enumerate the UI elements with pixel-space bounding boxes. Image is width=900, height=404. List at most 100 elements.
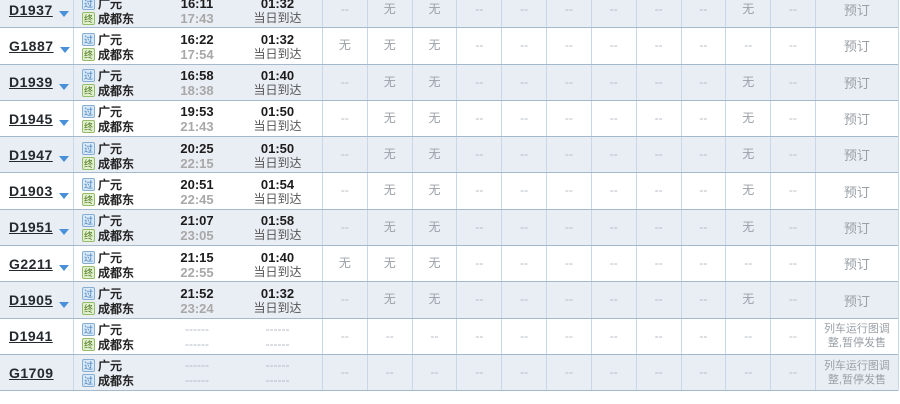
train-number-link[interactable]: D1937: [9, 1, 53, 18]
chevron-down-icon[interactable]: [58, 265, 69, 272]
seat-availability-cell: --: [546, 137, 591, 173]
seat-availability-cell: --: [770, 209, 815, 246]
remark-cell: 预订: [814, 28, 898, 64]
seat-availability-cell: 无: [411, 100, 457, 137]
to-station-name: 成都东: [98, 265, 135, 280]
seat-availability-cell: --: [366, 354, 412, 391]
seat-availability-cell: --: [546, 318, 591, 354]
seat-availability-cell: --: [501, 64, 546, 100]
book-button[interactable]: 预订: [843, 148, 870, 164]
from-station-name: 广元: [98, 105, 123, 120]
seat-availability-cell: --: [590, 0, 636, 28]
terminal-station-icon: 终: [82, 301, 95, 315]
to-station-line: 终成都东: [82, 301, 161, 316]
book-button[interactable]: 预订: [843, 257, 870, 273]
seat-availability-cell: --: [501, 173, 546, 209]
seat-availability-cell: 无: [366, 100, 412, 137]
arrive-time: 23:05: [180, 228, 214, 244]
seat-availability-cell: --: [411, 354, 457, 391]
seat-availability-cell: --: [456, 354, 501, 391]
chevron-down-icon[interactable]: [58, 120, 69, 127]
seat-availability-cell: --: [770, 354, 815, 391]
seat-availability-cell: 无: [366, 282, 412, 318]
seat-availability-cell: --: [590, 282, 636, 318]
book-button[interactable]: 预订: [843, 112, 870, 128]
book-button[interactable]: 预订: [843, 184, 870, 200]
seat-availability-cell: --: [501, 0, 546, 28]
seat-availability-cell: --: [725, 28, 770, 64]
seat-availability-cell: --: [322, 0, 367, 28]
train-number-link[interactable]: G1887: [9, 37, 54, 54]
chevron-down-icon[interactable]: [58, 156, 69, 163]
train-number-link[interactable]: D1903: [9, 183, 53, 200]
to-station-name: 成都东: [98, 84, 135, 99]
remark-cell: 预订: [814, 100, 898, 137]
terminal-station-icon: 终: [82, 192, 95, 206]
seat-availability-cell: --: [546, 354, 591, 391]
from-station-name: 广元: [98, 214, 123, 229]
duration-cell: 01:32 当日到达: [233, 282, 322, 317]
seat-availability-cell: --: [501, 246, 546, 282]
train-number-cell: D1937: [0, 0, 73, 27]
book-button[interactable]: 预订: [843, 220, 870, 236]
from-station-line: 过广元: [82, 250, 161, 265]
seat-availability-cell: --: [546, 282, 591, 318]
seat-availability-cell: --: [635, 137, 681, 173]
chevron-down-icon[interactable]: [58, 228, 69, 235]
seat-availability-cell: --: [770, 100, 815, 137]
train-number-link[interactable]: D1939: [9, 74, 53, 91]
chevron-down-icon[interactable]: [58, 192, 69, 199]
train-number-link[interactable]: D1947: [9, 146, 53, 163]
arrival-day-note: 当日到达: [253, 300, 302, 315]
book-button[interactable]: 预订: [843, 75, 870, 91]
seat-availability-cell: --: [590, 100, 636, 137]
seat-availability-cell: --: [635, 354, 681, 391]
arrival-day-note: 当日到达: [253, 191, 302, 206]
to-station-name: 成都东: [98, 374, 135, 389]
chevron-down-icon[interactable]: [59, 47, 70, 54]
train-row: D1905 过广元终成都东 21:52 23:24 01:32 当日到达 -- 无无 -- -- -…: [0, 282, 898, 319]
seat-availability-cell: --: [680, 246, 726, 282]
train-number-link[interactable]: D1951: [9, 219, 53, 236]
terminal-station-icon: 终: [82, 84, 95, 98]
seat-availability-cell: 无: [725, 173, 770, 209]
train-number-link[interactable]: G1709: [9, 364, 54, 381]
depart-time: 21:15: [180, 249, 214, 265]
train-number-cell: D1939: [0, 65, 73, 100]
train-number-link[interactable]: G2211: [9, 255, 53, 272]
seat-availability-cell: --: [366, 318, 412, 354]
remark-cell: 预订: [814, 0, 898, 28]
pass-station-icon: 过: [82, 0, 95, 10]
seat-availability-cell: --: [546, 246, 591, 282]
stations-cell: 过广元终成都东: [73, 173, 161, 209]
pass-station-icon: 过: [82, 250, 95, 264]
train-number-link[interactable]: D1905: [9, 292, 53, 309]
book-button[interactable]: 预订: [843, 293, 870, 309]
seat-availability-cell: --: [501, 354, 546, 391]
times-cell: 20:25 22:15: [161, 137, 233, 172]
chevron-down-icon[interactable]: [58, 301, 69, 308]
chevron-down-icon[interactable]: [58, 83, 69, 90]
seat-availability-cell: --: [590, 173, 636, 209]
seat-availability-cell: --: [770, 64, 815, 100]
from-station-name: 广元: [98, 359, 123, 374]
from-station-name: 广元: [98, 69, 123, 84]
train-number-link[interactable]: D1945: [9, 110, 53, 127]
pass-station-icon: 过: [82, 286, 95, 300]
duration-value: 01:40: [260, 249, 295, 265]
to-station-name: 成都东: [98, 120, 135, 135]
terminal-station-icon: 终: [82, 265, 95, 279]
book-button[interactable]: 预订: [843, 3, 870, 19]
pass-station-icon: 过: [82, 32, 95, 46]
book-button[interactable]: 预订: [843, 39, 870, 55]
arrival-day-note: ------: [265, 337, 290, 352]
train-number-link[interactable]: D1941: [9, 328, 53, 345]
arrival-day-note: 当日到达: [253, 228, 302, 243]
duration-value: 01:54: [260, 176, 295, 192]
chevron-down-icon[interactable]: [58, 11, 69, 18]
depart-time: 16:11: [180, 0, 214, 11]
seat-availability-cell: --: [635, 246, 681, 282]
seat-availability-cell: --: [546, 173, 591, 209]
to-station-line: 终成都东: [82, 192, 161, 207]
seat-availability-cell: --: [635, 64, 681, 100]
